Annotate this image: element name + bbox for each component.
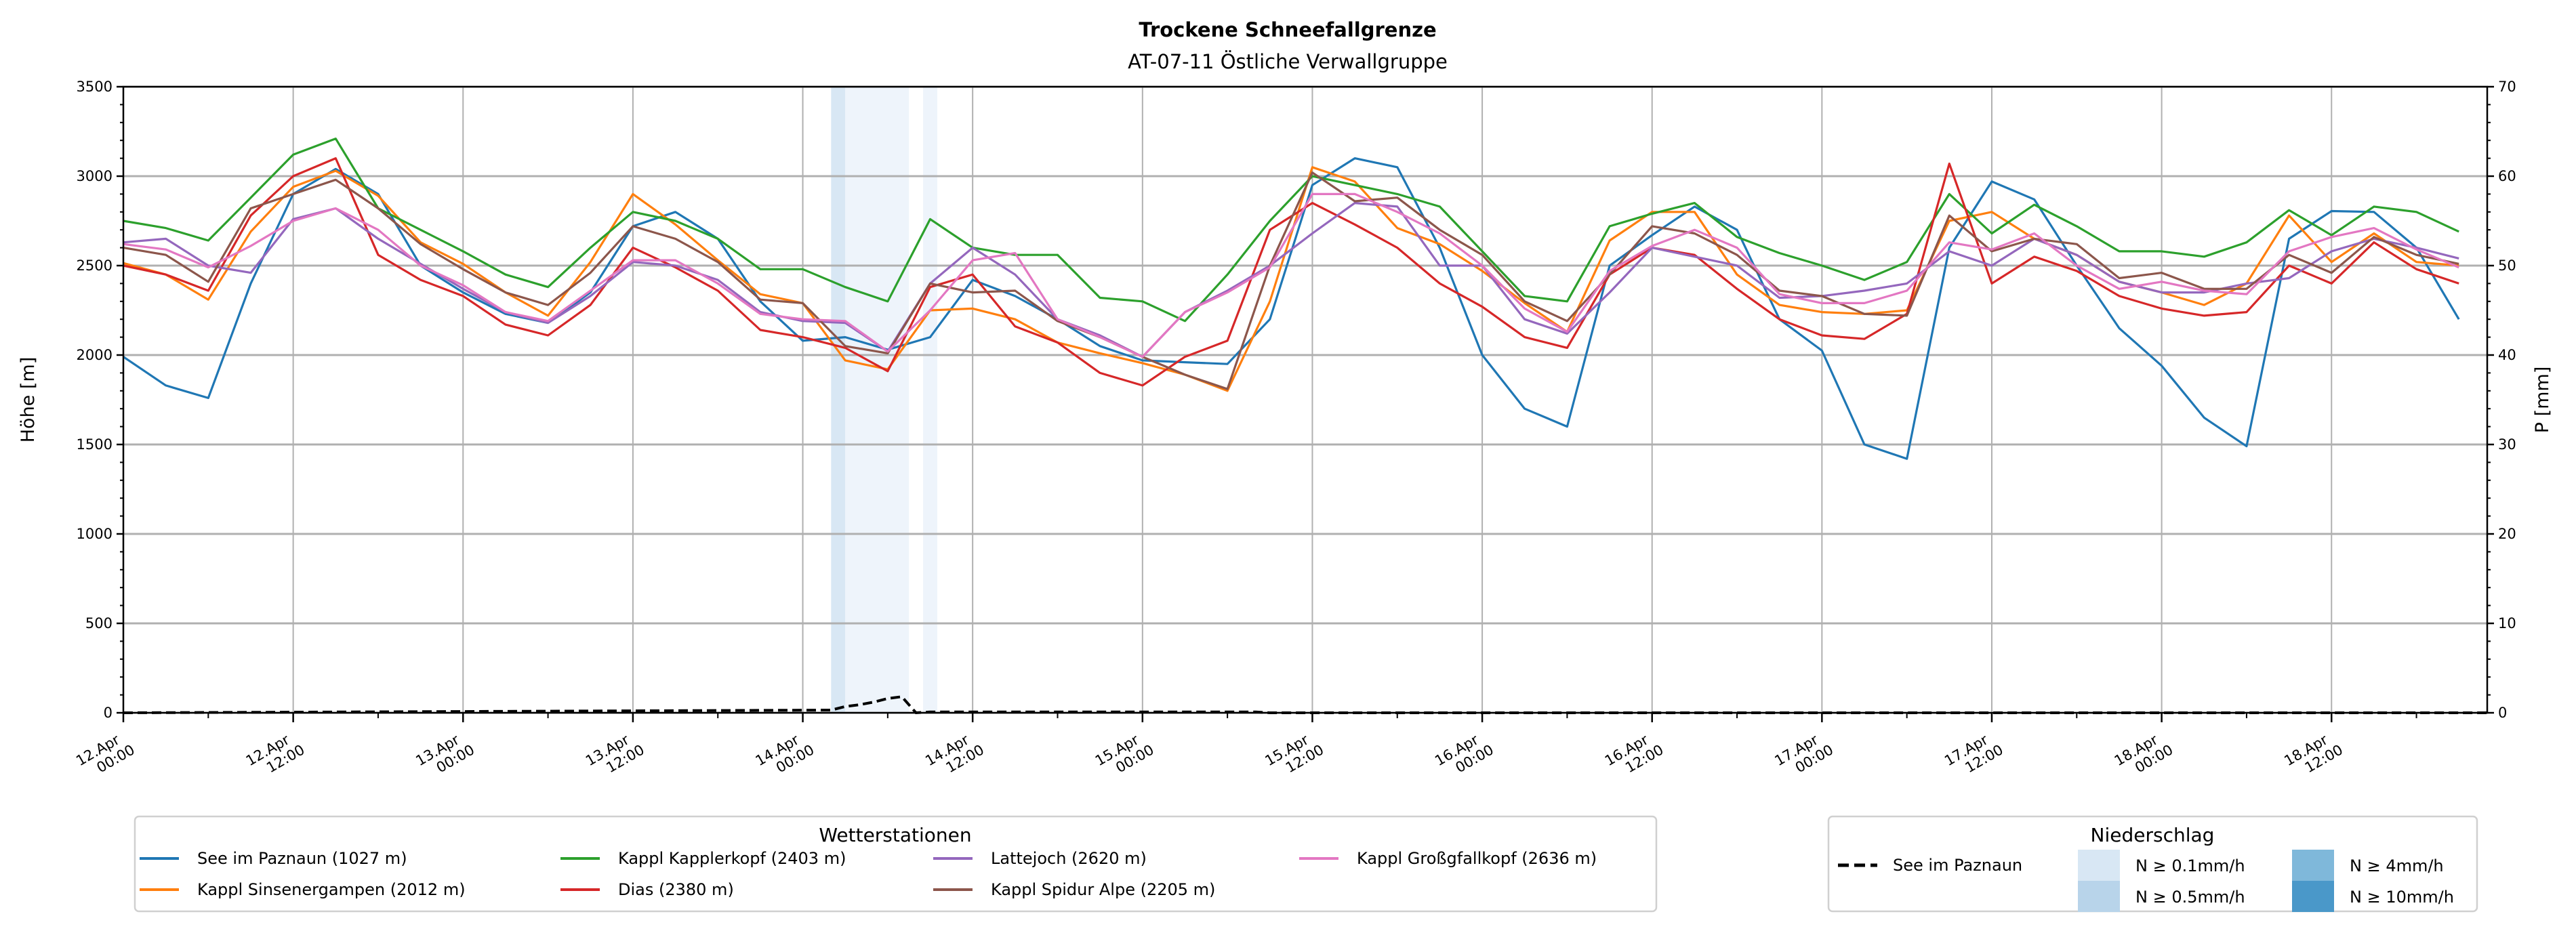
legend-item: Kappl Kapplerkopf (2403 m) [560, 849, 846, 868]
legend-item-label: Kappl Großgfallkopf (2636 m) [1357, 849, 1597, 868]
precip-line [123, 695, 2487, 715]
y2-tick-label: 40 [2498, 347, 2516, 363]
y-tick-label: 2500 [77, 257, 113, 274]
legend-precip-level: N ≥ 0.5mm/h [2078, 881, 2245, 912]
legend-item-label: Kappl Kapplerkopf (2403 m) [618, 849, 846, 868]
legend-item: Kappl Spidur Alpe (2205 m) [933, 880, 1215, 899]
precip-band [845, 87, 909, 713]
legend-precip-level: N ≥ 0.1mm/h [2078, 850, 2245, 881]
y-axis-label: Höhe [m] [18, 357, 39, 443]
axes: 0 500 1000 1500 2000 2500 3000 3500 0 10 20 30 40 50 6… [73, 79, 2516, 776]
chart-subtitle: AT-07-11 Östliche Verwallgruppe [1128, 50, 1448, 73]
y2-axis-label: P [mm] [2532, 367, 2553, 434]
series-line-2 [123, 166, 2459, 392]
y2-tick-label: 50 [2498, 257, 2516, 274]
series-line-7 [123, 192, 2459, 358]
legend-item: Dias (2380 m) [560, 880, 734, 899]
y-tick-label: 500 [85, 615, 113, 631]
y2-tick-label: 0 [2498, 705, 2507, 721]
legend-item: Lattejoch (2620 m) [933, 849, 1147, 868]
legend-precip-level-label: N ≥ 4mm/h [2350, 856, 2444, 875]
legend-item-label: See im Paznaun (1027 m) [197, 849, 407, 868]
y2-tick-label: 60 [2498, 168, 2516, 184]
y-tick-label: 0 [104, 705, 113, 721]
chart-title: Trockene Schneefallgrenze [1139, 18, 1436, 41]
legend-item-label: Kappl Sinsenergampen (2012 m) [197, 880, 466, 899]
y2-tick-label: 30 [2498, 436, 2516, 453]
legend-swatch-icon [2078, 881, 2120, 912]
y2-tick-label: 70 [2498, 79, 2516, 95]
legend-item: Kappl Großgfallkopf (2636 m) [1299, 849, 1597, 868]
y-tick-label: 1500 [77, 436, 113, 453]
legend-precip-level-label: N ≥ 0.5mm/h [2135, 888, 2245, 907]
legend-swatch-icon [2292, 850, 2334, 881]
legend-swatch-icon [2078, 850, 2120, 881]
y-tick-label: 3500 [77, 79, 113, 95]
legend-precip: Niederschlag See im Paznaun N ≥ 0.1mm/h N… [1827, 815, 2478, 913]
series-line-6 [123, 171, 2459, 390]
y-tick-label: 3000 [77, 168, 113, 184]
legend-item: Kappl Sinsenergampen (2012 m) [140, 880, 466, 899]
legend-precip-level: N ≥ 4mm/h [2292, 850, 2444, 881]
precip-bands [831, 87, 937, 713]
legend-stations-title: Wetterstationen [819, 824, 971, 846]
series-line-1 [123, 157, 2460, 460]
series-line-4 [123, 157, 2459, 387]
legend-item-label: Kappl Spidur Alpe (2205 m) [991, 880, 1215, 899]
y-tick-label: 2000 [77, 347, 113, 363]
legend-precip-line-label: See im Paznaun [1893, 856, 2022, 875]
legend-precip-level-label: N ≥ 0.1mm/h [2135, 856, 2245, 875]
series-line-3 [123, 138, 2459, 323]
precip-line-group [123, 695, 2487, 715]
legend-stations: Wetterstationen See im Paznaun (1027 m) K… [134, 815, 1658, 913]
legend-item-label: Dias (2380 m) [618, 880, 734, 899]
legend-item: See im Paznaun (1027 m) [140, 849, 407, 868]
legend-precip-level-label: N ≥ 10mm/h [2350, 888, 2454, 907]
legend-swatch-icon [2292, 881, 2334, 912]
y-tick-label: 1000 [77, 526, 113, 542]
precip-band [831, 87, 846, 713]
legend-item-label: Lattejoch (2620 m) [991, 849, 1147, 868]
y2-tick-label: 20 [2498, 526, 2516, 542]
y2-tick-label: 10 [2498, 615, 2516, 631]
legend-precip-level: N ≥ 10mm/h [2292, 881, 2454, 912]
plot-frame [122, 85, 2489, 714]
precip-band [923, 87, 937, 713]
series-line-5 [123, 202, 2459, 358]
grid-lines [123, 85, 2487, 714]
legend-precip-title: Niederschlag [2091, 824, 2215, 846]
series-lines [123, 138, 2460, 460]
